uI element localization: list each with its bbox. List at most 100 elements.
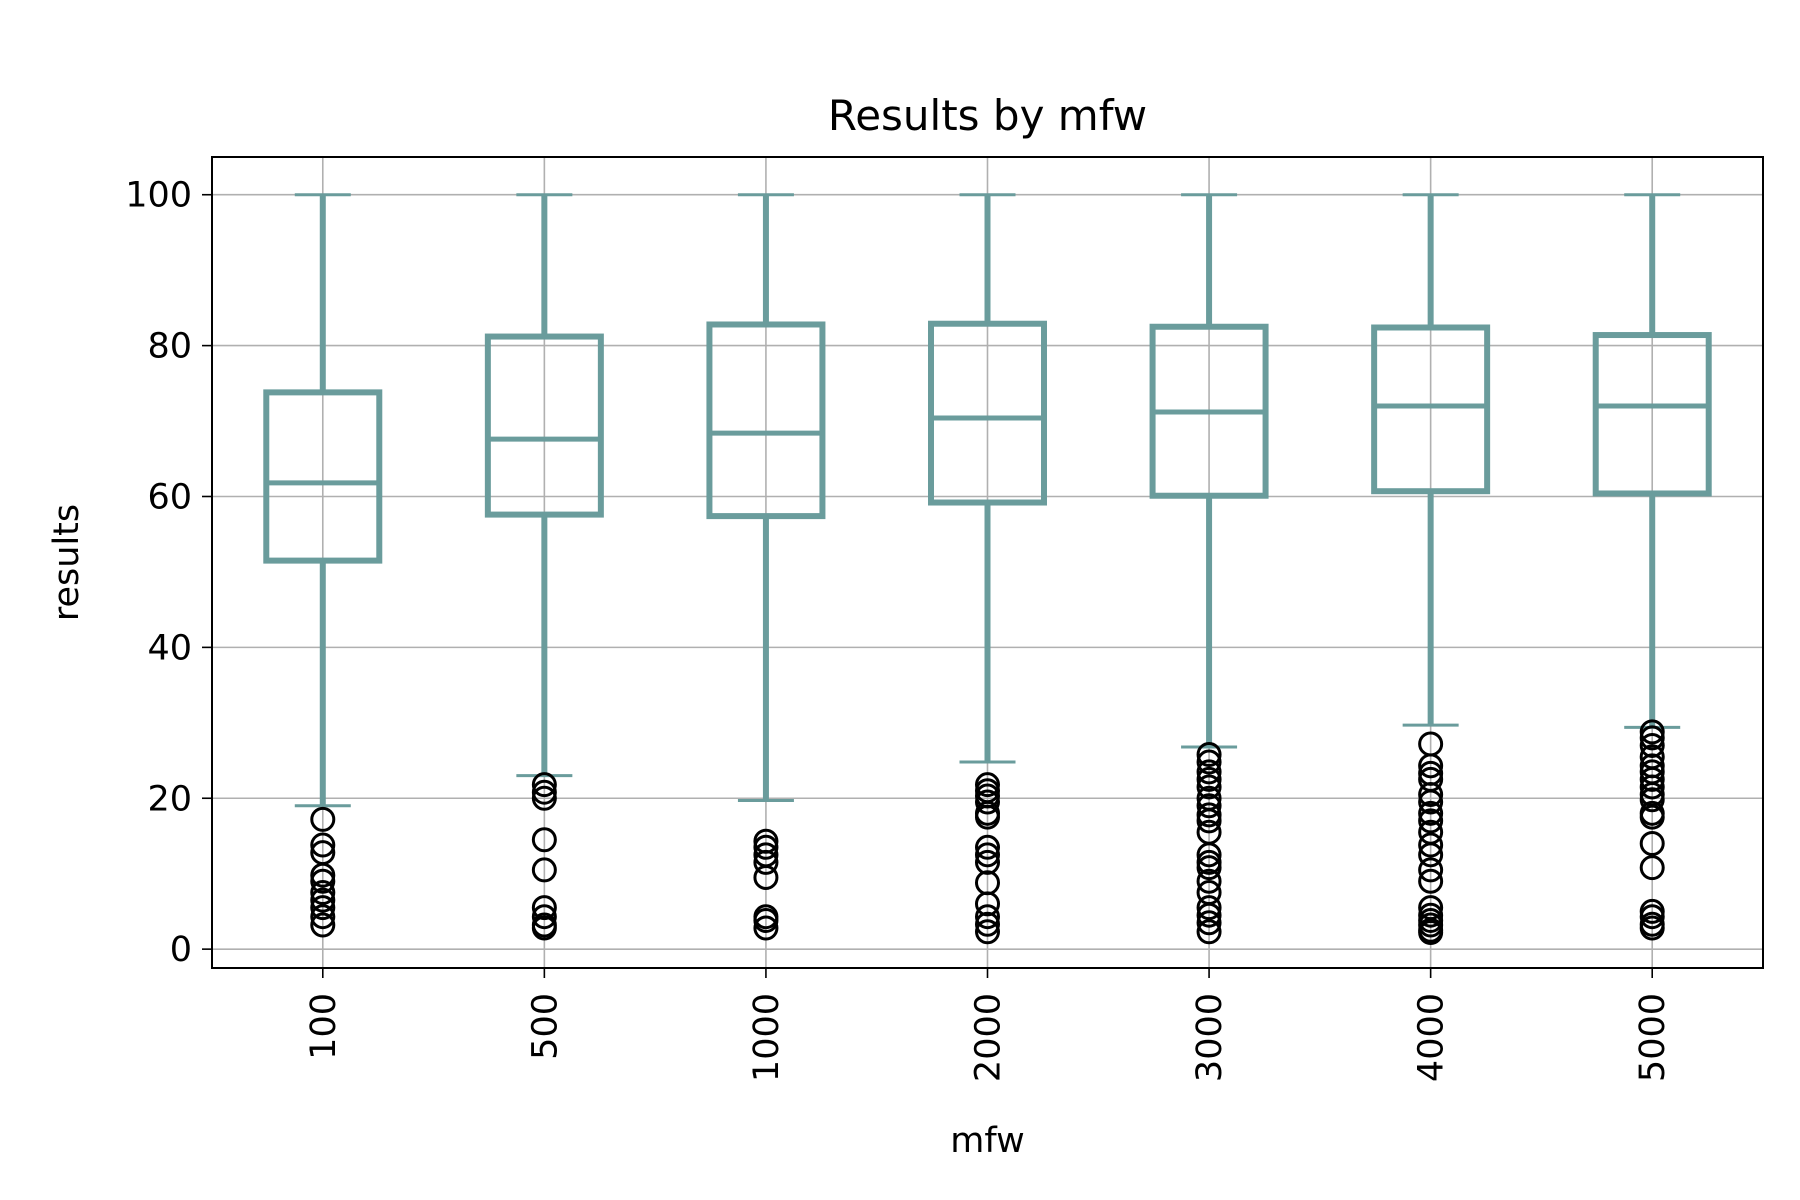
outlier-3000-4 [1196,774,1222,800]
outlier-500-5 [531,895,557,921]
box-500 [484,333,604,518]
x-tick-label-1000: 1000 [747,993,787,1082]
y-tick-label-60: 60 [147,477,192,517]
outlier-3000-15 [1196,895,1222,921]
boxes-layer [263,193,1712,946]
y-axis-label: results [47,504,87,621]
box-group-500 [484,193,604,941]
outlier-5000-17 [1639,915,1665,941]
outlier-3000-6 [1196,793,1222,819]
outlier-1000-4 [753,864,779,890]
box-group-1000 [706,193,826,941]
outlier-4000-1 [1418,753,1444,779]
outlier-4000-12 [1418,868,1444,894]
box-5000 [1592,332,1712,497]
outlier-3000-16 [1196,902,1222,928]
outlier-2000-7 [975,842,1000,868]
outlier-2000-8 [975,849,1000,875]
outlier-5000-9 [1639,787,1665,813]
outlier-100-5 [310,880,336,906]
x-tick-label-500: 500 [525,993,565,1060]
outlier-3000-13 [1196,868,1222,894]
outlier-2000-10 [975,891,1000,917]
outlier-500-8 [531,915,557,941]
outlier-5000-13 [1639,855,1665,881]
outlier-1000-3 [753,849,779,875]
outlier-5000-6 [1639,766,1665,792]
x-tick-label-4000: 4000 [1412,993,1452,1082]
outlier-2000-11 [975,904,1000,930]
outlier-2000-6 [975,834,1000,860]
box-group-3000 [1149,193,1269,945]
outlier-3000-18 [1196,919,1222,945]
outlier-5000-12 [1639,831,1665,857]
outlier-3000-17 [1196,910,1222,936]
outlier-500-4 [531,857,557,883]
box-2000 [928,320,1047,506]
outlier-2000-5 [975,804,1000,830]
outlier-100-7 [310,895,336,921]
outlier-4000-11 [1418,857,1444,883]
outlier-4000-5 [1418,789,1444,815]
x-tick-label-100: 100 [304,993,344,1060]
box-group-100 [263,193,383,938]
outlier-500-2 [531,785,557,811]
outlier-500-6 [531,904,557,930]
x-tick-label-2000: 2000 [969,993,1009,1082]
outlier-100-8 [310,904,336,930]
outlier-100-6 [310,887,336,913]
outlier-3000-8 [1196,808,1222,834]
x-axis-label: mfw [950,1121,1024,1161]
y-tick-label-100: 100 [125,176,192,216]
outlier-5000-1 [1639,725,1665,751]
outlier-1000-7 [753,915,779,941]
outlier-500-3 [531,827,557,853]
box-group-4000 [1371,193,1491,946]
y-tick-label-0: 0 [170,930,192,970]
outlier-3000-10 [1196,842,1222,868]
y-tick-label-40: 40 [147,628,192,668]
outlier-2000-0 [975,772,1000,798]
box-group-2000 [928,193,1047,945]
outlier-3000-0 [1196,741,1222,767]
outlier-100-0 [310,806,336,832]
outlier-100-1 [310,832,336,858]
x-tick-label-5000: 5000 [1633,993,1673,1082]
y-tick-label-80: 80 [147,327,192,367]
outlier-5000-0 [1639,719,1665,745]
chart-title: Results by mfw [828,91,1147,140]
x-tick-label-3000: 3000 [1190,993,1230,1082]
outlier-4000-10 [1418,842,1444,868]
outlier-3000-2 [1196,759,1222,785]
outlier-4000-18 [1418,920,1444,946]
outlier-5000-15 [1639,904,1665,930]
box-1000 [706,321,826,520]
box-100 [263,389,383,564]
outlier-1000-6 [753,907,779,933]
outlier-4000-7 [1418,808,1444,834]
y-tick-label-20: 20 [147,779,192,819]
outlier-100-3 [310,862,336,888]
outlier-2000-3 [975,789,1000,815]
box-4000 [1371,324,1491,495]
outlier-5000-11 [1639,804,1665,830]
outlier-3000-3 [1196,766,1222,792]
outlier-2000-12 [975,911,1000,937]
outlier-4000-6 [1418,800,1444,826]
outlier-5000-7 [1639,774,1665,800]
outlier-100-4 [310,868,336,894]
outlier-500-0 [531,772,557,798]
box-group-5000 [1592,193,1712,941]
axis-ticks: 0 20 40 60 80 100 100 500 1000 2000 3000 4000 5000 [125,176,1673,1082]
outlier-4000-9 [1418,832,1444,858]
outlier-3000-12 [1196,855,1222,881]
outlier-3000-7 [1196,802,1222,828]
outlier-3000-1 [1196,749,1222,775]
outlier-1000-1 [753,834,779,860]
outlier-5000-2 [1639,732,1665,758]
outlier-4000-4 [1418,781,1444,807]
outlier-500-1 [531,779,557,805]
outlier-2000-13 [975,919,1000,945]
